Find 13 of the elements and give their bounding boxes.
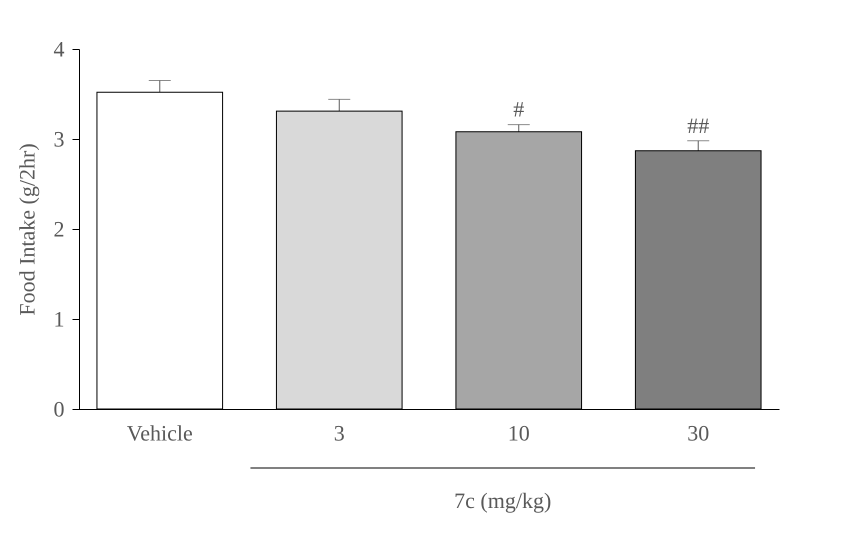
x-axis-title: 7c (mg/kg) — [454, 488, 552, 513]
x-tick-label: Vehicle — [126, 420, 193, 446]
y-axis-title: Food Intake (g/2hr) — [14, 143, 40, 316]
annotation: # — [513, 96, 524, 122]
y-tick-label: 1 — [54, 306, 64, 332]
annotation: ## — [687, 112, 710, 138]
y-tick-label: 3 — [54, 126, 64, 152]
x-tick-label: 3 — [334, 420, 345, 446]
x-tick-label: 30 — [687, 420, 710, 446]
y-tick-label: 2 — [54, 216, 64, 242]
x-tick-label: 10 — [508, 420, 530, 446]
y-tick-label: 0 — [54, 396, 64, 422]
y-tick-label: 4 — [54, 36, 64, 62]
